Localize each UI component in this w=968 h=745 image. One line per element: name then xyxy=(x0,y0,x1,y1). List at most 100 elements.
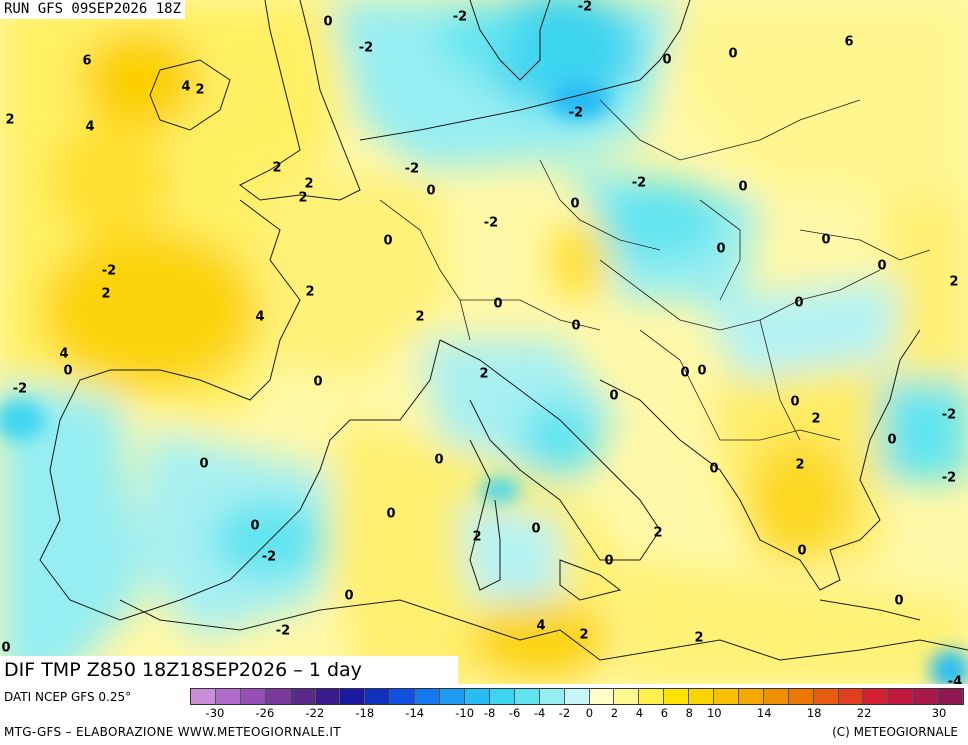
scale-swatch xyxy=(738,689,764,704)
scale-swatch xyxy=(415,689,441,704)
anomaly-field xyxy=(0,0,968,684)
scale-tick-label: -26 xyxy=(255,706,275,720)
temperature-anomaly-map: -2 -2 -2 0 -2 0 0 6 6 4 2 2 4 -2 0 2 2 2 -2 0 0 -2 0 0 0 0 2 0 -2 2 4 2… xyxy=(0,0,968,684)
contour-label: 2 xyxy=(811,412,820,427)
contour-label: 0 xyxy=(794,296,803,311)
scale-tick-label: -18 xyxy=(355,706,375,720)
scale-swatch xyxy=(440,689,465,704)
contour-label: 0 xyxy=(313,375,322,390)
coastlines xyxy=(39,0,968,661)
contour-label: 4 xyxy=(536,619,545,634)
credits-right: (C) METEOGIORNALE xyxy=(832,725,958,739)
contour-label: 0 xyxy=(609,389,618,404)
contour-label: 0 xyxy=(250,519,259,534)
contour-label: 2 xyxy=(795,458,804,473)
scale-swatch xyxy=(365,689,391,704)
scale-swatch xyxy=(913,689,939,704)
color-scale-ticks: -30 -26 -22 -18 -14 -10 -8 -6 -4 -2 0 2 4 6 8 10 14 18 22 3… xyxy=(190,706,964,720)
contour-label: 0 xyxy=(1,641,10,656)
scale-swatch xyxy=(813,689,839,704)
contour-label: 0 xyxy=(383,234,392,249)
contour-label: 2 xyxy=(415,310,424,325)
scale-swatch xyxy=(564,689,590,704)
contour-label: 6 xyxy=(82,54,91,69)
scale-swatch xyxy=(514,689,540,704)
scale-tick-label: -10 xyxy=(455,706,475,720)
contour-label: 0 xyxy=(386,507,395,522)
scale-swatch xyxy=(689,689,715,704)
scale-tick-label: -30 xyxy=(205,706,225,720)
contour-label: -2 xyxy=(405,162,419,177)
scale-tick-label: -4 xyxy=(533,706,546,720)
contour-label: 2 xyxy=(653,526,662,541)
contour-label: 0 xyxy=(493,297,502,312)
scale-swatch xyxy=(539,689,565,704)
contour-label: 0 xyxy=(570,197,579,212)
scale-tick-label: -22 xyxy=(305,706,325,720)
scale-tick-label: 18 xyxy=(806,706,822,720)
contour-label: 4 xyxy=(59,347,68,362)
contour-label: -2 xyxy=(102,264,116,279)
scale-tick-label: 2 xyxy=(610,706,619,720)
borders xyxy=(379,99,931,441)
contour-label: 0 xyxy=(709,462,718,477)
scale-swatch xyxy=(863,689,889,704)
scale-swatch xyxy=(240,689,266,704)
color-scale-bar xyxy=(190,688,964,705)
contour-label: 2 xyxy=(5,113,14,128)
contour-label: 2 xyxy=(195,83,204,98)
contour-label: 6 xyxy=(844,35,853,50)
contour-label: 2 xyxy=(579,628,588,643)
contour-label: 4 xyxy=(255,310,264,325)
contour-label: 2 xyxy=(272,161,281,176)
scale-swatch xyxy=(215,689,241,704)
scale-swatch xyxy=(788,689,814,704)
contour-label: 2 xyxy=(949,275,958,290)
contour-label: 4 xyxy=(181,80,190,95)
scale-tick-label: 8 xyxy=(685,706,694,720)
contour-label: 0 xyxy=(426,184,435,199)
contour-label: 0 xyxy=(344,589,353,604)
scale-swatch xyxy=(191,689,216,704)
scale-tick-label: 0 xyxy=(585,706,594,720)
scale-swatch xyxy=(290,689,316,704)
scale-tick-label: 6 xyxy=(660,706,669,720)
contour-label: 0 xyxy=(323,15,332,30)
contour-label: -2 xyxy=(942,408,956,423)
scale-swatch xyxy=(489,689,515,704)
contour-label: 0 xyxy=(680,366,689,381)
contour-label: -2 xyxy=(484,216,498,231)
contour-label: 2 xyxy=(101,287,110,302)
scale-swatch xyxy=(614,689,640,704)
contour-label: -4 xyxy=(948,675,962,685)
scale-tick-label: -6 xyxy=(508,706,521,720)
contour-label: 0 xyxy=(697,364,706,379)
contour-label: 0 xyxy=(887,433,896,448)
contour-label: 0 xyxy=(434,453,443,468)
contour-label: 0 xyxy=(531,522,540,537)
scale-swatch xyxy=(888,689,914,704)
contour-label: -2 xyxy=(359,41,373,56)
contour-label: 4 xyxy=(85,120,94,135)
contour-label: 2 xyxy=(298,191,307,206)
contour-label: 0 xyxy=(894,594,903,609)
scale-swatch xyxy=(390,689,416,704)
contour-label: -2 xyxy=(13,382,27,397)
contour-label: -2 xyxy=(262,550,276,565)
scale-swatch xyxy=(664,689,690,704)
scale-swatch xyxy=(838,689,864,704)
scale-swatch xyxy=(714,689,739,704)
contour-label: 0 xyxy=(604,554,613,569)
contour-label: 0 xyxy=(738,180,747,195)
scale-tick-label: 4 xyxy=(635,706,644,720)
scale-swatch xyxy=(639,689,665,704)
contour-label: 0 xyxy=(571,319,580,334)
scale-swatch xyxy=(340,689,366,704)
scale-tick-label: -14 xyxy=(405,706,425,720)
contour-label: 2 xyxy=(479,367,488,382)
scale-tick-label: 10 xyxy=(706,706,722,720)
scale-tick-label: 14 xyxy=(756,706,772,720)
scale-swatch xyxy=(938,689,964,704)
contour-label: -2 xyxy=(453,10,467,25)
